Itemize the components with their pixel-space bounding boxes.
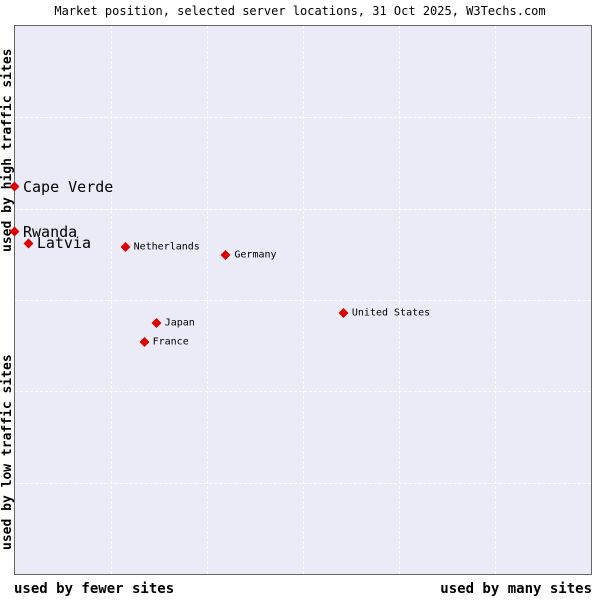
chart-title: Market position, selected server locatio… — [54, 4, 546, 18]
y-axis-label-low-traffic: used by low traffic sites — [0, 354, 15, 551]
grid-lines — [15, 26, 591, 574]
plot-area: Cape Verde Rwanda Latvia Netherlands Germany… — [9, 25, 592, 575]
diamond-marker-icon — [338, 308, 349, 319]
data-point: Latvia — [23, 234, 91, 252]
diamond-marker-icon — [139, 336, 150, 347]
diamond-marker-icon — [9, 181, 20, 192]
point-label: Cape Verde — [23, 177, 114, 196]
grid-line-horizontal — [15, 391, 591, 393]
data-point: Japan — [151, 317, 195, 329]
diamond-marker-icon — [151, 318, 162, 328]
diamond-marker-icon — [220, 250, 231, 261]
grid-line-vertical — [495, 26, 496, 574]
point-label: Rwanda — [23, 222, 78, 241]
x-axis-label-many-sites: used by many sites — [440, 581, 592, 597]
point-label: Netherlands — [133, 241, 200, 253]
data-point: Netherlands — [120, 241, 200, 253]
diamond-marker-icon — [23, 238, 34, 248]
diamond-marker-icon — [120, 242, 131, 253]
diamond-marker-icon — [9, 226, 20, 237]
data-point: France — [139, 336, 189, 348]
x-axis-label-fewer-sites: used by fewer sites — [14, 581, 175, 597]
grid-line-vertical — [399, 26, 400, 574]
point-label: Germany — [234, 249, 277, 261]
point-label: United States — [351, 307, 431, 319]
scatter-points-layer: Cape Verde Rwanda Latvia Netherlands Germany… — [9, 26, 591, 574]
point-label: Latvia — [36, 234, 91, 252]
grid-line-horizontal — [15, 482, 591, 484]
data-point: Cape Verde — [9, 177, 114, 196]
data-point: Rwanda — [9, 222, 78, 241]
point-label: Japan — [164, 317, 195, 329]
grid-line-horizontal — [15, 300, 591, 301]
point-label: France — [152, 336, 189, 348]
data-point: United States — [338, 307, 431, 319]
data-point: Germany — [220, 249, 277, 261]
